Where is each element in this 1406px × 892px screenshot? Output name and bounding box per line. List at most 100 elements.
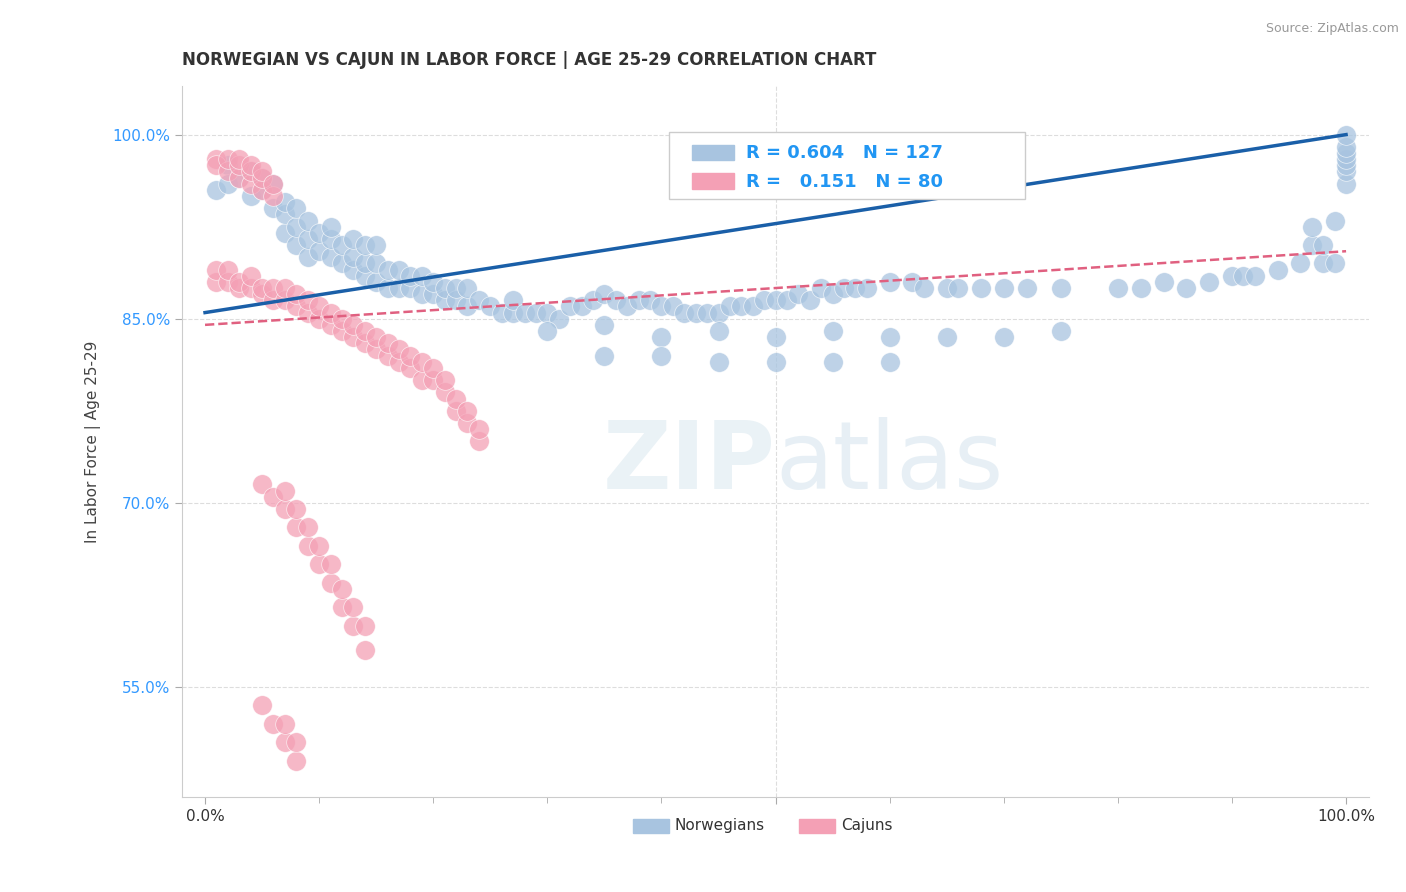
- Point: [765, 354, 787, 368]
- Point: [263, 177, 285, 191]
- Point: [388, 343, 411, 357]
- FancyBboxPatch shape: [799, 819, 835, 833]
- Point: [250, 183, 273, 197]
- Point: [1334, 152, 1357, 166]
- Point: [217, 158, 239, 172]
- Point: [456, 281, 478, 295]
- Point: [297, 232, 319, 246]
- Point: [285, 502, 308, 516]
- Point: [491, 305, 513, 319]
- Point: [388, 281, 411, 295]
- Point: [239, 281, 262, 295]
- Point: [411, 287, 433, 301]
- Point: [308, 226, 330, 240]
- Point: [285, 238, 308, 252]
- Point: [935, 281, 957, 295]
- Point: [239, 189, 262, 203]
- Point: [263, 281, 285, 295]
- Point: [1243, 268, 1265, 283]
- Point: [411, 373, 433, 387]
- Point: [616, 300, 638, 314]
- Point: [388, 262, 411, 277]
- Point: [468, 434, 491, 449]
- Point: [1312, 256, 1334, 270]
- Point: [285, 219, 308, 234]
- Point: [239, 164, 262, 178]
- Point: [765, 293, 787, 308]
- Point: [605, 293, 627, 308]
- Point: [1334, 140, 1357, 154]
- Point: [993, 281, 1015, 295]
- Point: [366, 330, 388, 344]
- Point: [1220, 268, 1243, 283]
- FancyBboxPatch shape: [693, 173, 734, 189]
- Point: [1301, 238, 1323, 252]
- Point: [513, 305, 536, 319]
- Point: [1323, 213, 1346, 227]
- Point: [832, 281, 855, 295]
- Point: [1153, 275, 1175, 289]
- Point: [297, 251, 319, 265]
- Point: [330, 324, 353, 338]
- Text: R = 0.604   N = 127: R = 0.604 N = 127: [747, 145, 943, 162]
- Point: [560, 300, 582, 314]
- Point: [433, 281, 456, 295]
- Point: [330, 311, 353, 326]
- Point: [707, 305, 730, 319]
- Point: [1334, 146, 1357, 161]
- Point: [970, 281, 993, 295]
- Point: [308, 539, 330, 553]
- Point: [285, 287, 308, 301]
- Point: [297, 520, 319, 534]
- Point: [205, 152, 228, 166]
- Point: [353, 618, 375, 632]
- Point: [342, 330, 364, 344]
- Point: [274, 502, 297, 516]
- Point: [718, 300, 741, 314]
- Point: [1312, 238, 1334, 252]
- Point: [456, 300, 478, 314]
- Point: [879, 275, 901, 289]
- Point: [536, 324, 558, 338]
- Point: [342, 318, 364, 332]
- Point: [263, 201, 285, 215]
- Point: [239, 268, 262, 283]
- Point: [776, 293, 799, 308]
- Point: [1049, 281, 1071, 295]
- Point: [821, 354, 844, 368]
- Point: [274, 226, 297, 240]
- Point: [399, 281, 422, 295]
- Point: [1107, 281, 1129, 295]
- Point: [879, 330, 901, 344]
- Point: [422, 287, 444, 301]
- Point: [411, 268, 433, 283]
- Point: [993, 330, 1015, 344]
- Point: [250, 287, 273, 301]
- Point: [250, 170, 273, 185]
- FancyBboxPatch shape: [693, 145, 734, 161]
- Point: [650, 330, 672, 344]
- Point: [297, 213, 319, 227]
- Point: [353, 268, 375, 283]
- Point: [330, 256, 353, 270]
- Point: [274, 483, 297, 498]
- Point: [593, 318, 616, 332]
- Point: [319, 232, 342, 246]
- Point: [228, 170, 250, 185]
- Point: [285, 520, 308, 534]
- Point: [330, 582, 353, 596]
- Point: [399, 360, 422, 375]
- Point: [765, 330, 787, 344]
- Point: [308, 244, 330, 259]
- Point: [319, 575, 342, 590]
- Point: [308, 558, 330, 572]
- Point: [1175, 281, 1198, 295]
- Point: [502, 293, 524, 308]
- Point: [342, 618, 364, 632]
- Point: [285, 300, 308, 314]
- Point: [1232, 268, 1254, 283]
- Point: [1049, 324, 1071, 338]
- Point: [1334, 164, 1357, 178]
- Point: [342, 251, 364, 265]
- Point: [524, 305, 547, 319]
